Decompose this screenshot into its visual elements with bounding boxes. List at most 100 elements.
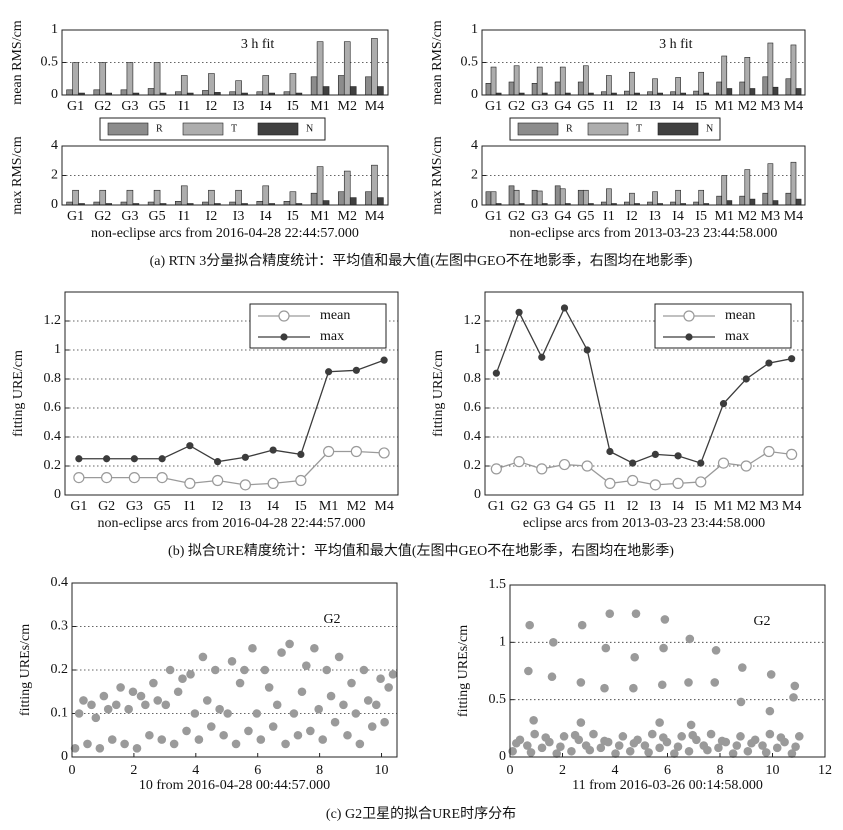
- point: [223, 709, 232, 718]
- point: [644, 748, 653, 757]
- point: [611, 749, 620, 758]
- point: [132, 744, 142, 753]
- x-tick-label: 4: [612, 763, 619, 778]
- marker: [73, 472, 85, 484]
- bar: [726, 200, 733, 206]
- annotation: 3 h fit: [659, 37, 693, 52]
- marker: [325, 368, 333, 376]
- point: [83, 739, 92, 749]
- y-tick-label: 1: [471, 22, 478, 37]
- bar: [256, 201, 264, 206]
- x-tick-label: I2: [212, 499, 224, 514]
- x-tick-label: G3: [531, 209, 548, 224]
- point: [111, 700, 121, 710]
- point: [605, 609, 615, 618]
- point: [710, 678, 720, 687]
- point: [248, 643, 257, 653]
- x-tick-label: 8: [316, 763, 323, 778]
- marker: [697, 459, 705, 467]
- bar: [606, 188, 612, 206]
- point: [552, 749, 562, 758]
- bar: [99, 62, 107, 96]
- marker: [186, 442, 194, 450]
- x-tick-label: G2: [508, 99, 525, 114]
- x-axis-label: 11 from 2016-03-26 00:14:58.000: [572, 778, 763, 793]
- y-tick-label: 0.8: [464, 371, 482, 386]
- point: [772, 743, 782, 753]
- plot-frame: [61, 29, 389, 96]
- legend-swatch: [517, 122, 559, 136]
- y-tick-label: 0.2: [44, 458, 62, 473]
- y-tick-label: 0.8: [44, 371, 62, 386]
- bar: [235, 80, 242, 96]
- x-tick-label: 0: [69, 763, 76, 778]
- point: [711, 646, 721, 655]
- point: [659, 643, 668, 653]
- bar: [554, 81, 561, 96]
- point: [91, 713, 101, 723]
- annotation: G2: [323, 612, 340, 627]
- x-tick-label: I4: [260, 99, 272, 114]
- point: [198, 652, 208, 662]
- y-tick-label: 4: [51, 138, 58, 153]
- marker: [130, 455, 138, 463]
- x-tick-label: M1: [310, 209, 329, 224]
- bar: [513, 65, 520, 96]
- bar: [490, 66, 497, 96]
- bar: [624, 90, 630, 96]
- legend-swatch: [107, 122, 149, 136]
- x-tick-label: G2: [94, 209, 111, 224]
- bar: [322, 200, 330, 206]
- point: [717, 736, 727, 746]
- point: [260, 665, 270, 675]
- bar: [762, 76, 769, 96]
- legend-marker: [683, 310, 695, 322]
- legend-label: N: [706, 123, 713, 134]
- bar: [577, 189, 584, 206]
- marker: [765, 359, 773, 367]
- bar: [508, 81, 515, 96]
- legend-label: T: [231, 123, 237, 134]
- x-tick-label: 10: [766, 763, 780, 778]
- marker: [649, 479, 661, 491]
- bar: [675, 189, 681, 206]
- bar: [785, 192, 792, 206]
- point: [576, 718, 586, 727]
- marker: [606, 447, 614, 456]
- bar: [582, 65, 589, 96]
- bar: [716, 195, 723, 206]
- bar: [513, 189, 520, 206]
- point: [541, 733, 550, 742]
- plot-frame: [509, 584, 826, 758]
- bar: [693, 90, 699, 96]
- point: [99, 691, 109, 701]
- bar: [739, 195, 746, 206]
- x-tick-label: G1: [67, 99, 84, 114]
- bar: [744, 169, 751, 206]
- legend-label: R: [156, 123, 163, 134]
- point: [673, 742, 683, 751]
- x-tick-label: I5: [287, 209, 299, 224]
- point: [74, 709, 84, 718]
- x-tick-label: 8: [717, 763, 724, 778]
- point: [103, 704, 113, 714]
- point: [714, 743, 723, 753]
- point: [559, 732, 569, 741]
- point: [194, 735, 204, 744]
- line: [78, 359, 385, 463]
- bar: [337, 191, 345, 206]
- bar: [208, 189, 215, 206]
- bar: [365, 191, 372, 206]
- point: [79, 696, 88, 705]
- point: [219, 730, 228, 740]
- point: [314, 704, 323, 714]
- point: [186, 670, 195, 679]
- x-axis-label: 10 from 2016-04-28 00:44:57.000: [139, 778, 330, 793]
- point: [376, 674, 385, 683]
- x-tick-label: M1: [310, 99, 329, 114]
- point: [686, 720, 696, 730]
- y-tick-label: 1: [474, 342, 481, 357]
- marker: [651, 450, 659, 458]
- marker: [788, 355, 796, 363]
- x-tick-label: I5: [695, 99, 707, 114]
